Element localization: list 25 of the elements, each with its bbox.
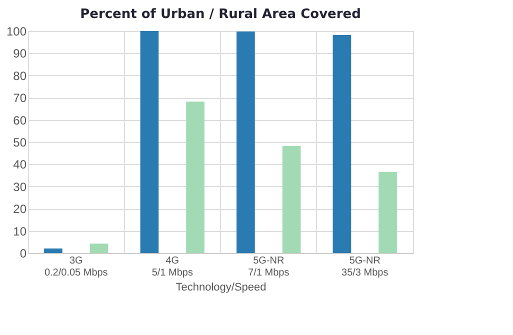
bar [44, 248, 62, 253]
bar [332, 34, 352, 253]
x-tick-label: 3G 0.2/0.05 Mbps [44, 256, 108, 278]
y-tick-label: 100 [6, 24, 27, 38]
bar [90, 244, 108, 253]
y-tick-label: 90 [13, 46, 27, 61]
y-tick-label: 80 [13, 68, 27, 83]
bar [186, 102, 204, 253]
y-tick-label: 50 [13, 136, 27, 150]
y-tick-label: 60 [13, 113, 27, 128]
bar [140, 31, 159, 253]
y-tick-label: 20 [13, 202, 27, 216]
y-tick-label: 30 [13, 180, 27, 194]
x-axis-title: Technology/Speed [176, 282, 266, 294]
x-tick-label: 4G 5/1 Mbps [152, 256, 193, 278]
y-tick-label: 70 [13, 91, 27, 106]
y-tick-label: 0 [20, 246, 27, 260]
bar [236, 31, 255, 253]
x-tick-label: 5G-NR 7/1 Mbps [248, 256, 290, 278]
y-tick-label: 10 [13, 224, 27, 238]
chart-title: Percent of Urban / Rural Area Covered [80, 7, 361, 22]
x-tick-label: 5G-NR 35/3 Mbps [342, 256, 388, 278]
y-tick-label: 40 [13, 158, 27, 172]
bar [282, 146, 301, 253]
bar [378, 172, 397, 253]
